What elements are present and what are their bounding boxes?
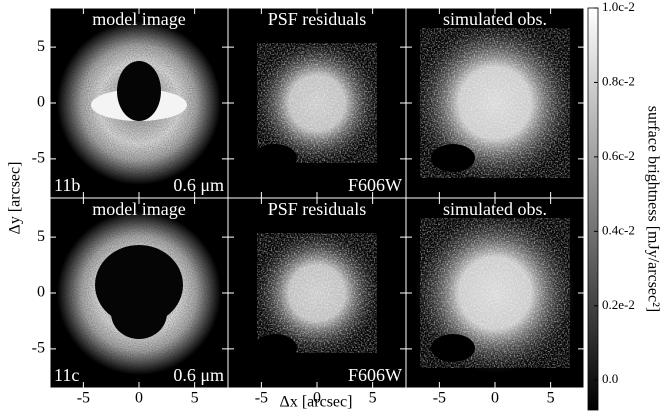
- panels: model image 11b 0.6 μm -5 0 5 PSF residuals F60…: [32, 7, 585, 407]
- dark-core: [125, 93, 153, 117]
- panel: PSF residuals F606W: [227, 7, 407, 199]
- y-tick-label: 5: [37, 38, 45, 55]
- panel: simulated obs.: [405, 7, 585, 199]
- panel-image: [50, 198, 228, 388]
- mask-blob: [253, 334, 297, 362]
- x-tick-label: 0: [313, 390, 321, 407]
- panel-title: PSF residuals: [268, 199, 367, 219]
- panel-label: 11c: [54, 365, 79, 385]
- colorbar-tick-label: 0.0: [602, 371, 618, 386]
- x-axis-label: Δx [arcsec]: [280, 394, 353, 411]
- speckle: [257, 233, 377, 353]
- mask-blob: [431, 144, 475, 172]
- x-tick-label: 0: [491, 390, 499, 407]
- panel-title: model image: [92, 9, 185, 29]
- speckle: [257, 43, 377, 163]
- x-tick-label: 5: [191, 390, 199, 407]
- x-tick-label: -5: [433, 390, 446, 407]
- x-tick-label: 5: [369, 390, 377, 407]
- panel: simulated obs. -5 0 5: [405, 197, 585, 407]
- panel-title: model image: [92, 199, 185, 219]
- panel-image: [406, 8, 584, 198]
- mask-blob: [253, 144, 297, 172]
- colorbar-tick-label: 0.4c-2: [602, 222, 635, 237]
- x-tick-label: 0: [135, 390, 143, 407]
- x-tick-label: -5: [255, 390, 268, 407]
- colorbar-tick-label: 0.8c-2: [602, 73, 635, 88]
- colorbar: [587, 7, 599, 411]
- y-tick-label: -5: [32, 150, 45, 167]
- panel-image: [228, 198, 406, 388]
- colorbar-label: surface brightness [mJy/arcsec²]: [644, 106, 661, 313]
- panel-image: [50, 8, 228, 198]
- dark-core: [111, 287, 167, 339]
- colorbar-tick-label: 0.6c-2: [602, 148, 635, 163]
- panel-title: simulated obs.: [443, 199, 547, 219]
- y-tick-label: -5: [32, 340, 45, 357]
- speckle: [420, 218, 570, 368]
- panel-image: [406, 198, 584, 388]
- panel-note: 0.6 μm: [173, 365, 224, 385]
- panel-label: 11b: [54, 175, 80, 195]
- panel-title: PSF residuals: [268, 9, 367, 29]
- speckle: [420, 28, 570, 178]
- panel-note: F606W: [348, 365, 402, 385]
- y-tick-label: 0: [37, 284, 45, 301]
- x-tick-label: 5: [547, 390, 555, 407]
- y-axis-label: Δy [arcsec]: [7, 162, 24, 235]
- y-tick-label: 0: [37, 94, 45, 111]
- panel: model image 11c 0.6 μm -5 0 5 -5 0 5: [32, 197, 229, 407]
- y-tick-label: 5: [37, 228, 45, 245]
- panel-image: [228, 8, 406, 198]
- panel-note: 0.6 μm: [173, 175, 224, 195]
- panel: model image 11b 0.6 μm -5 0 5: [32, 7, 229, 199]
- panel: PSF residuals F606W -5 0 5: [227, 197, 407, 407]
- panel-note: F606W: [348, 175, 402, 195]
- panel-title: simulated obs.: [443, 9, 547, 29]
- x-tick-label: -5: [77, 390, 90, 407]
- colorbar-tick-label: 0.2e-2: [602, 297, 635, 312]
- colorbar-tick-label: 1.0c-2: [602, 0, 635, 14]
- mask-blob: [431, 334, 475, 362]
